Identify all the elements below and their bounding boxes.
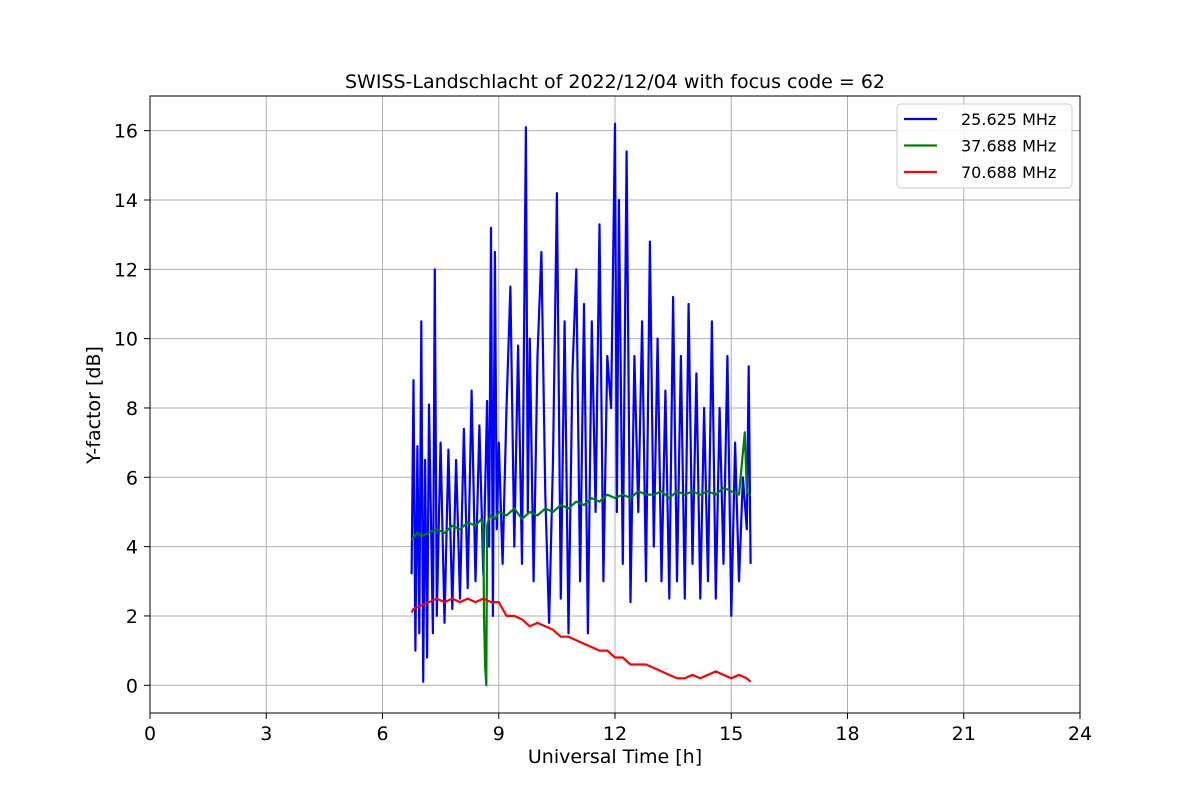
x-tick-label: 24 [1068, 723, 1092, 745]
x-tick-label: 18 [835, 723, 859, 745]
chart-title: SWISS-Landschlacht of 2022/12/04 with fo… [345, 71, 885, 93]
y-axis-label: Y-factor [dB] [83, 346, 105, 465]
y-tick-label: 4 [126, 537, 138, 559]
series-line-3 [410, 597, 752, 683]
plot-area [410, 122, 752, 687]
x-axis-label: Universal Time [h] [528, 746, 702, 768]
legend-label-3: 70.688 MHz [961, 163, 1056, 182]
series-line-2 [410, 431, 751, 687]
y-tick-label: 0 [126, 675, 138, 697]
y-tick-label: 12 [114, 259, 138, 281]
legend-label-2: 37.688 MHz [961, 137, 1056, 156]
x-tick-label: 12 [603, 723, 627, 745]
x-tick-label: 21 [952, 723, 976, 745]
x-tick-label: 3 [260, 723, 272, 745]
legend-box [896, 103, 1073, 189]
series-line-1 [410, 122, 752, 683]
y-tick-label: 8 [126, 398, 138, 420]
y-tick-label: 10 [114, 329, 138, 351]
y-tick-label: 14 [114, 190, 138, 212]
x-tick-label: 9 [493, 723, 505, 745]
x-tick-label: 15 [719, 723, 743, 745]
y-tick-label: 16 [114, 121, 138, 143]
x-tick-label: 6 [376, 723, 388, 745]
legend: 25.625 MHz 37.688 MHz 70.688 MHz [896, 103, 1073, 189]
y-tick-label: 6 [126, 467, 138, 489]
x-tick-label: 0 [144, 723, 156, 745]
legend-label-1: 25.625 MHz [961, 110, 1056, 129]
y-tick-label: 2 [126, 606, 138, 628]
